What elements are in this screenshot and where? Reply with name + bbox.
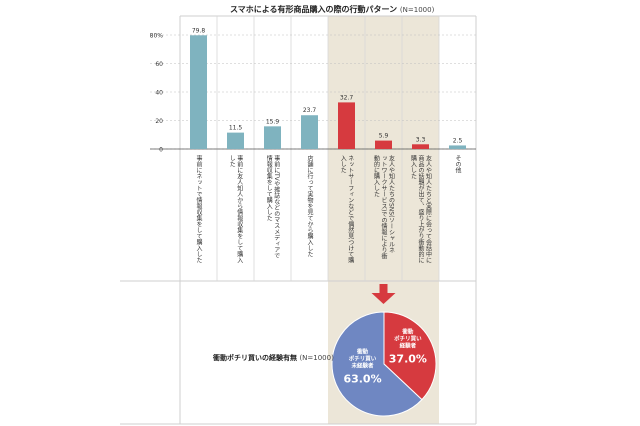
x-category-label: 友人や知人たちと実際に会って会話中に [425,154,432,263]
x-category-label: 事前にネットで情報収集をして購入した [195,154,202,263]
arrow-shaft [379,284,388,294]
bar [264,126,281,149]
pie-slice-label: ポチリ買い [394,335,422,343]
pie-slice [331,311,423,417]
x-category-label: その他 [454,155,461,174]
x-category-label: 商品の話題が出て、盛り上がり衝動的に [417,154,424,263]
pie-slice-label: 経験者 [400,342,417,350]
bar-value-label: 15.9 [266,118,280,125]
title-sample: (N=1000) [399,6,435,14]
x-category-label: 店舗に行って実物を見てから購入した [306,154,313,257]
x-category-label: 友人や知人たちのSNS(ソーシャルネ [388,154,395,253]
bar-value-label: 11.5 [229,125,243,132]
x-category-label: 購入した [410,154,417,179]
x-category-label: 入した [339,155,346,173]
pie-slice-label: 衝動 [356,347,369,355]
bar-value-label: 5.9 [379,133,389,140]
bar-value-label: 23.7 [303,107,317,114]
x-category-label: 事前にTVや雑誌などのマスメディアで [273,154,280,259]
x-category-label: 動的に購入した [373,154,380,197]
title-text: スマホによる有形商品購入の際の行動パターン [230,5,398,14]
bar-value-label: 2.5 [453,137,463,144]
bar-value-label: 3.3 [416,136,426,143]
bar-value-label: 32.7 [340,94,354,101]
bar [227,132,244,149]
pie-slice-value: 63.0% [343,372,381,385]
highlight-panel [328,16,439,424]
pie-title-sample: (N=1000) [299,354,334,362]
bar [375,140,392,149]
x-category-label: した [228,155,235,167]
y-tick-label: 0 [159,147,163,154]
x-category-label: ネットサーフィンなどで偶然見つけて購 [347,155,354,264]
y-tick-label: 60 [155,61,163,68]
pie-title: 衝動ポチリ買いの経験有無 (N=1000) [213,353,334,363]
bar [449,145,466,149]
pie-slice-label: 衝動 [401,328,414,336]
x-category-label: 事前に友人知人から情報収集をして購入 [236,154,243,263]
y-tick-label: 20 [155,118,163,125]
pie-slice-label: 未経験者 [351,361,375,369]
x-category-label: ットワークサービス)での情報により衝 [380,155,387,260]
y-tick-label: 40 [155,90,163,97]
x-category-label: 情報収集をして購入した [265,154,272,221]
chart-title: スマホによる有形商品購入の際の行動パターン (N=1000) [230,4,434,15]
pie-title-text: 衝動ポチリ買いの経験有無 [213,354,297,362]
bar [190,35,207,149]
y-tick-label: 80% [150,33,164,40]
pie-slice-label: ポチリ買い [349,354,377,362]
bar [301,115,318,149]
bar-value-label: 79.8 [192,27,206,34]
pie-slice-value: 37.0% [389,353,427,366]
bar [412,144,429,149]
pie-slice [383,311,437,401]
bar [338,102,355,149]
arrow-head [371,293,396,304]
